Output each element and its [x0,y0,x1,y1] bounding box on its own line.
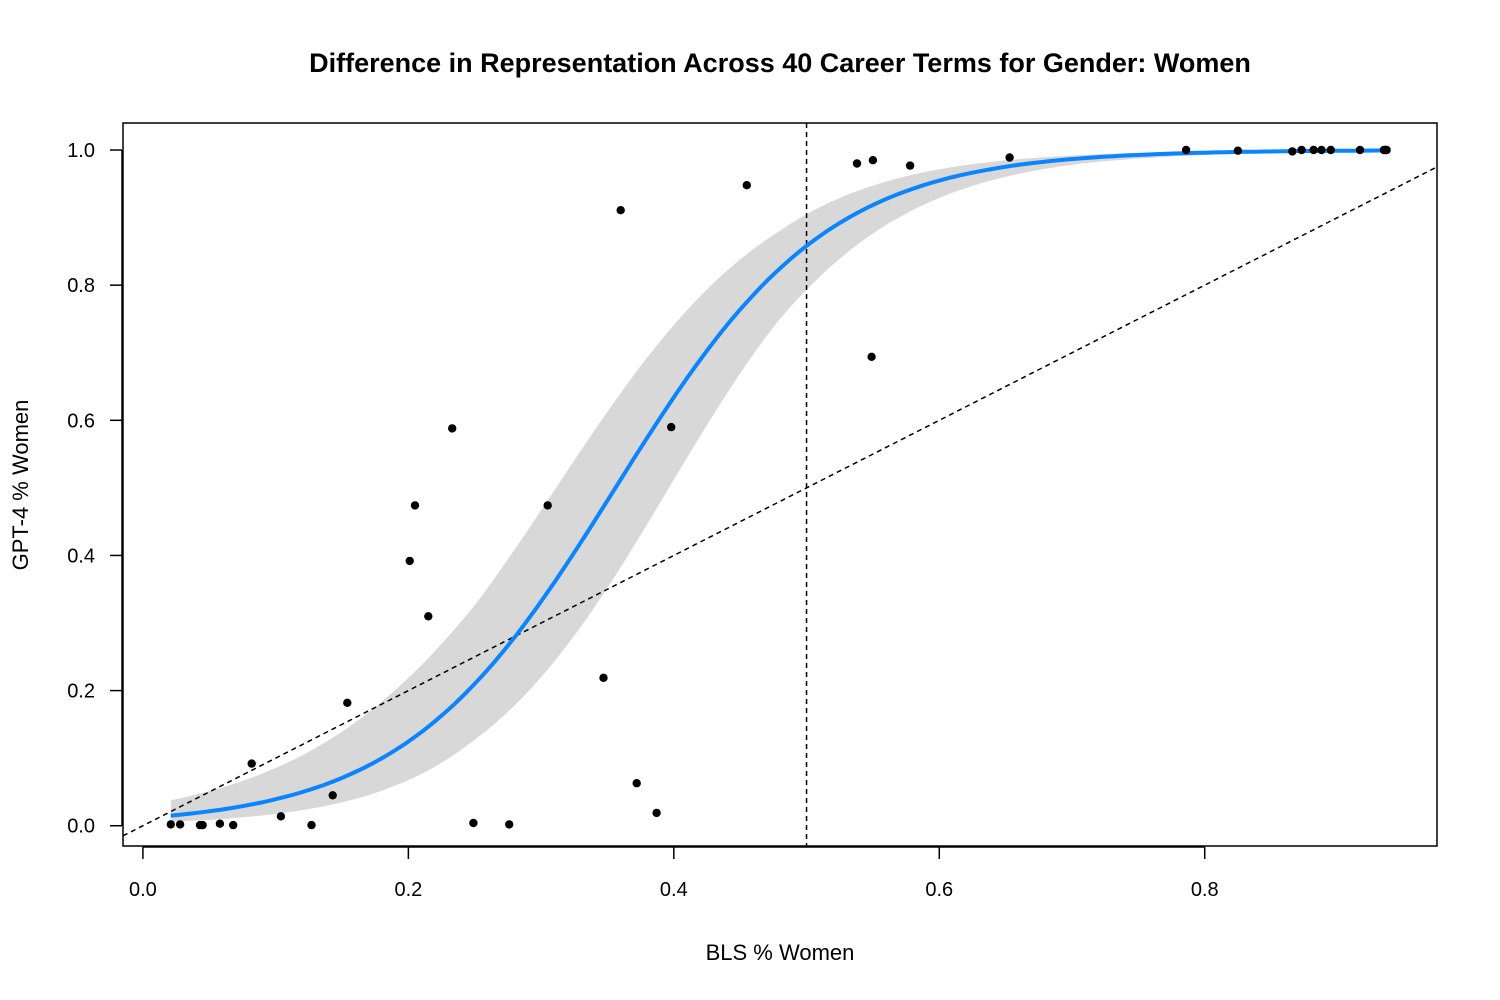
data-point [505,820,514,829]
data-point [215,819,225,828]
data-point [229,820,238,830]
plot-area [123,123,1437,846]
chart-title: Difference in Representation Across 40 C… [309,48,1251,78]
data-point [1326,145,1336,155]
data-point [247,759,256,768]
y-tick-label: 0.0 [67,816,95,838]
data-point [867,352,876,361]
data-point [343,698,352,707]
x-tick-label: 0.4 [660,879,688,901]
data-point [742,181,751,190]
data-point [599,673,608,682]
data-point [667,422,676,432]
data-point [1317,145,1326,155]
x-tick-label: 0.0 [129,879,157,901]
data-point [543,501,552,510]
x-axis-label: BLS % Women [706,940,855,965]
y-tick-label: 0.2 [67,681,95,703]
data-point [1233,146,1243,155]
data-point [632,779,641,788]
data-point [652,808,661,818]
data-point [905,161,915,170]
confidence-band [170,150,1387,822]
data-point [198,820,207,830]
data-point [424,612,433,621]
data-point [616,206,625,215]
y-axis: 0.0 0.2 0.4 0.6 0.8 1.0 [67,140,123,838]
data-point [868,156,878,165]
data-point [1181,145,1191,155]
data-point [307,820,316,830]
data-point [1288,147,1297,156]
x-tick-label: 0.8 [1191,879,1219,901]
x-tick-label: 0.2 [394,879,422,901]
y-tick-label: 1.0 [67,140,95,162]
x-axis: 0.0 0.2 0.4 0.6 0.8 [129,846,1219,901]
data-point [175,820,185,829]
y-tick-label: 0.6 [67,410,95,432]
data-point [469,818,478,828]
data-point [276,812,286,821]
data-point [410,501,420,510]
y-tick-label: 0.8 [67,275,95,297]
data-point [1355,145,1365,155]
data-point [1309,145,1318,155]
y-axis-label: GPT-4 % Women [8,400,33,571]
data-point [448,424,457,433]
data-point [1297,145,1306,155]
data-point [1382,145,1391,155]
data-point [852,159,862,168]
plot-frame [122,122,1438,847]
data-point [166,820,175,829]
identity-diagonal-line [123,166,1437,837]
data-point [1005,153,1014,162]
y-tick-label: 0.4 [67,545,95,567]
x-tick-label: 0.6 [925,879,953,901]
data-point [405,556,414,566]
data-point [328,791,337,800]
